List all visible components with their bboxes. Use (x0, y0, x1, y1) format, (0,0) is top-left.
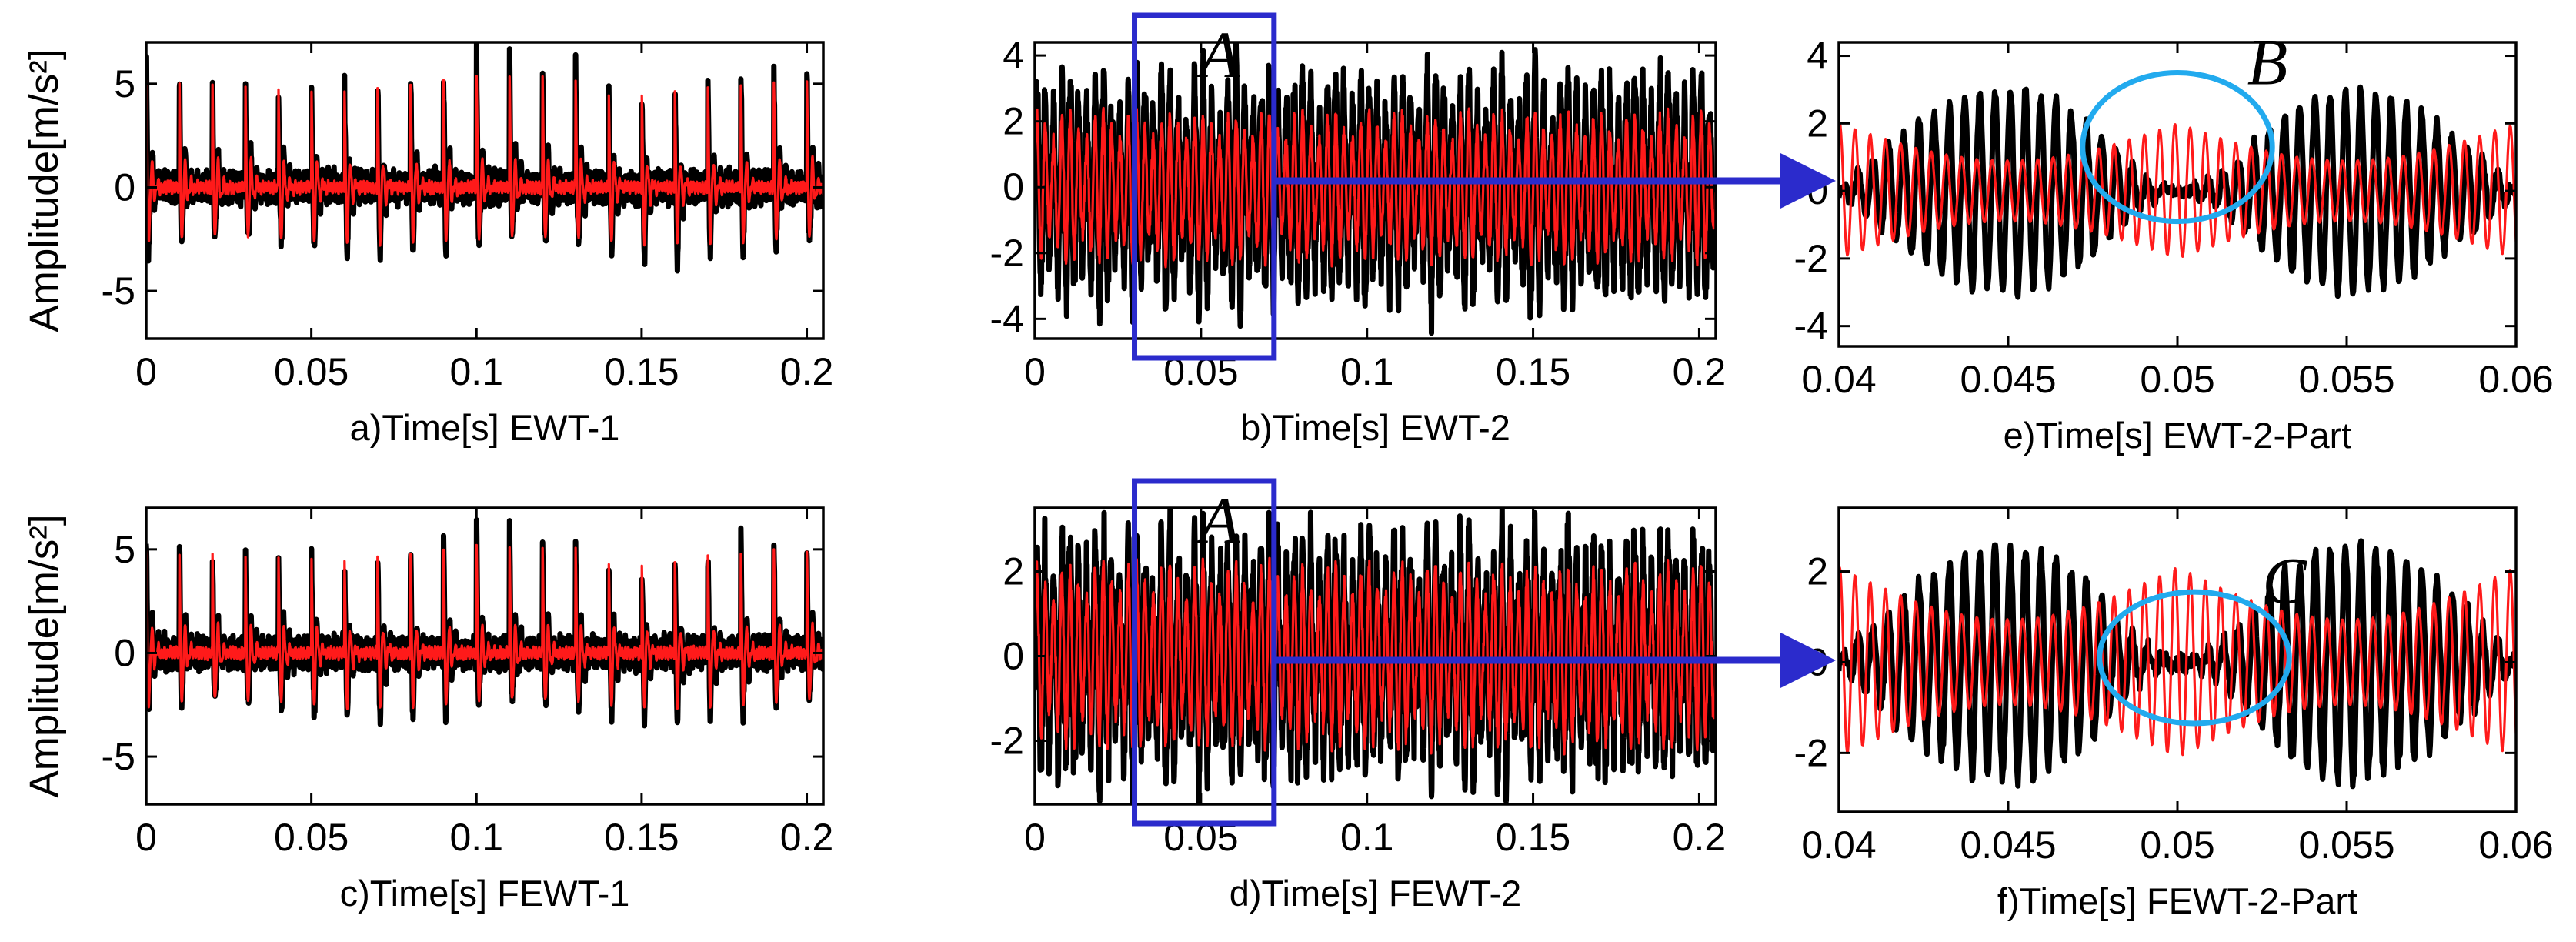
series-component (1839, 566, 2516, 757)
y-tick-label: 0 (1807, 169, 1828, 212)
panel-caption: e)Time[s] EWT-2-Part (2004, 415, 2352, 456)
x-tick-label: 0.05 (2140, 358, 2214, 401)
series-signal (1839, 84, 2516, 300)
axes-frame (1033, 41, 1717, 340)
x-tick-label: 0 (135, 816, 157, 859)
panel-f-fewt-2-part: 0.04 0.045 0.05 0.055 0.06 -2 0 2 f)Time[s] FEWT… (1794, 506, 2554, 921)
highlight-ellipse (2080, 70, 2275, 225)
plot-area (1839, 538, 2516, 790)
y-tick-label: 2 (1003, 100, 1024, 143)
y-tick-label: 2 (1807, 102, 1828, 145)
series-component (1839, 122, 2516, 258)
y-tick-label: 0 (114, 165, 135, 209)
y-tick-label: 2 (1807, 550, 1828, 593)
x-tick-label: 0.2 (1673, 816, 1727, 859)
series-signal (1839, 538, 2516, 790)
x-tick-label: 0 (1024, 816, 1046, 859)
y-tick-label: 2 (1003, 550, 1024, 593)
x-tick-label: 0.1 (1340, 816, 1394, 859)
y-tick-label: 0 (1807, 640, 1828, 683)
x-tick-label: 0.05 (274, 816, 349, 859)
zoom-box-label: A (1196, 483, 1240, 557)
y-tick-label: -4 (1794, 305, 1828, 348)
plot-area (146, 42, 823, 274)
y-tick-label: 0 (1003, 635, 1024, 678)
x-tick-label: 0.05 (274, 350, 349, 393)
y-tick-label: -5 (102, 269, 135, 312)
axes-frame (145, 41, 825, 340)
panel-caption: f)Time[s] FEWT-2-Part (1997, 880, 2357, 921)
y-tick-label: -2 (990, 232, 1024, 275)
y-tick-label: -2 (1794, 731, 1828, 774)
x-tick-label: 0.15 (1496, 350, 1570, 393)
x-tick-label: 0.06 (2478, 823, 2553, 867)
series-component (1035, 556, 1716, 756)
x-tick-label: 0.05 (2140, 823, 2214, 867)
plot-area (1839, 84, 2516, 300)
zoom-box (1132, 478, 1277, 827)
x-tick-label: 0.1 (450, 350, 504, 393)
y-axis-label: Amplitude[m/s²] (22, 48, 67, 332)
series-component (1035, 106, 1716, 269)
panel-caption: d)Time[s] FEWT-2 (1230, 873, 1522, 914)
x-tick-label: 0.15 (604, 350, 679, 393)
y-axis-label: Amplitude[m/s²] (22, 514, 67, 797)
axes-frame (145, 506, 825, 806)
y-tick-label: 4 (1003, 34, 1024, 77)
panel-caption: a)Time[s] EWT-1 (350, 407, 620, 448)
panel-caption: b)Time[s] EWT-2 (1240, 407, 1510, 448)
x-tick-label: 0 (135, 350, 157, 393)
x-tick-label: 0.045 (1960, 823, 2056, 867)
x-tick-label: 0.055 (2298, 358, 2394, 401)
x-tick-label: 0.15 (1496, 816, 1570, 859)
zoom-connectors (1273, 153, 1836, 688)
x-tick-label: 0.2 (780, 816, 834, 859)
y-tick-label: 0 (1003, 165, 1024, 209)
zoom-box-label: A (1196, 18, 1240, 92)
y-tick-label: 4 (1807, 35, 1828, 78)
x-tick-label: 0 (1024, 350, 1046, 393)
ellipse-label: C (2262, 543, 2307, 617)
plot-area (1035, 508, 1716, 804)
x-tick-label: 0.045 (1960, 358, 2056, 401)
y-tick-label: 5 (114, 62, 135, 105)
y-tick-label: -4 (990, 297, 1024, 340)
y-tick-label: 5 (114, 528, 135, 571)
series-component (146, 75, 823, 247)
x-tick-label: 0.1 (450, 816, 504, 859)
panel-e-ewt-2-part: 0.04 0.045 0.05 0.055 0.06 -4 -2 0 2 4 e)Time[s] E… (1794, 25, 2554, 456)
highlight-ellipse (2097, 589, 2292, 727)
plot-area (1035, 42, 1716, 336)
y-tick-label: -2 (1794, 237, 1828, 280)
x-tick-label: 0.2 (780, 350, 834, 393)
ellipse-label: B (2247, 25, 2288, 99)
x-tick-label: 0.15 (604, 816, 679, 859)
y-tick-label: 0 (114, 631, 135, 674)
x-tick-label: 0.04 (1801, 358, 1876, 401)
x-tick-label: 0.06 (2478, 358, 2553, 401)
x-tick-label: 0.2 (1673, 350, 1727, 393)
y-tick-label: -2 (990, 720, 1024, 763)
x-tick-label: 0.1 (1340, 350, 1394, 393)
panel-caption: c)Time[s] FEWT-1 (340, 873, 630, 914)
series-component (146, 543, 823, 710)
y-tick-label: -5 (102, 735, 135, 778)
plot-area (146, 517, 823, 729)
zoom-box (1132, 12, 1277, 361)
x-tick-label: 0.04 (1801, 823, 1876, 867)
x-tick-label: 0.055 (2298, 823, 2394, 867)
